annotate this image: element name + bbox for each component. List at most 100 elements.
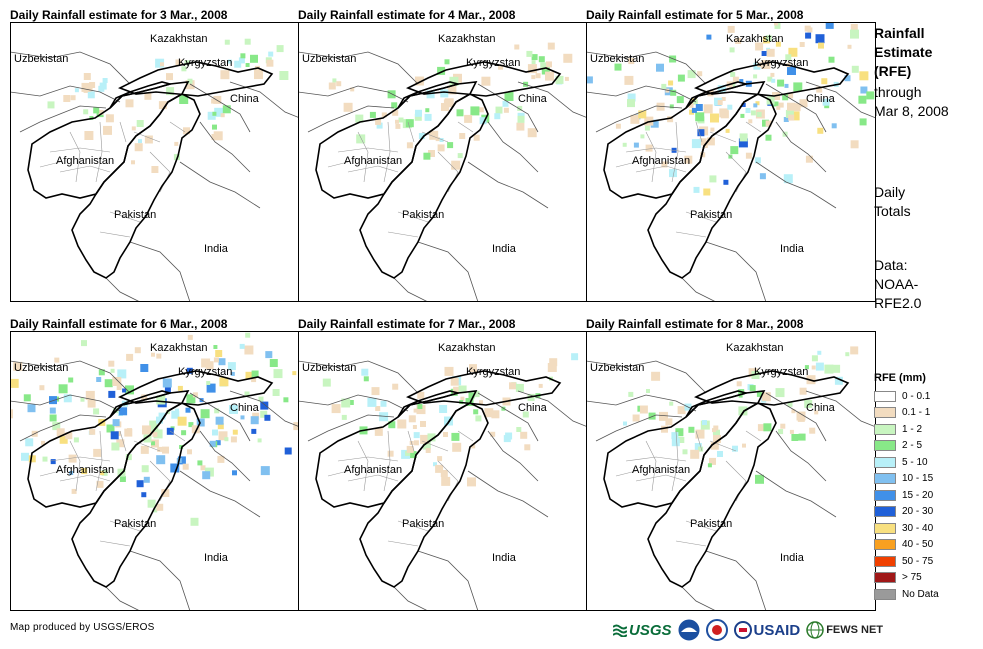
rain-cell (232, 470, 237, 476)
rain-cell (668, 80, 674, 86)
rainfall-map: Kazakhstan Uzbekistan Kyrgyzstan China Afgha… (10, 22, 300, 302)
label-afghanistan: Afghanistan (344, 464, 402, 476)
rain-cell (546, 61, 552, 68)
rain-cell (254, 70, 263, 80)
rain-cell (721, 97, 726, 101)
legend-label: 5 - 10 (902, 456, 928, 468)
rain-cell (71, 488, 77, 494)
rain-cell (645, 144, 653, 152)
legend-label: 50 - 75 (902, 555, 934, 567)
rain-cell (142, 425, 151, 435)
rain-cell (328, 82, 336, 90)
rain-cell (245, 332, 251, 338)
rain-cell (470, 106, 480, 116)
globe-icon (806, 621, 824, 639)
rain-cell (753, 62, 761, 70)
rain-cell (257, 438, 262, 443)
rain-cell (131, 126, 136, 131)
rain-cell (788, 47, 798, 57)
rain-cell (112, 377, 122, 386)
panel-mar-3: Daily Rainfall estimate for 3 Mar., 2008… (10, 8, 300, 308)
rain-cell (279, 71, 289, 80)
rain-cell (374, 427, 383, 436)
rain-cell (264, 414, 271, 421)
rain-cell (478, 107, 484, 113)
rain-cell (395, 119, 399, 124)
rain-cell (778, 429, 784, 435)
rain-cell (688, 426, 695, 433)
rain-cell (850, 24, 858, 31)
legend-label: 40 - 50 (902, 539, 934, 551)
province-border (635, 165, 687, 173)
rain-cell (503, 107, 509, 113)
rain-cell (788, 93, 794, 99)
rain-cell (217, 455, 225, 463)
rain-cell (710, 127, 715, 132)
rain-cell (628, 58, 635, 65)
rain-cell (799, 99, 808, 108)
rain-cell (183, 127, 190, 135)
rain-cell (49, 396, 57, 405)
country-border (19, 105, 107, 133)
rain-cell (799, 387, 807, 395)
legend-swatch (874, 390, 896, 402)
rain-cell (380, 400, 387, 407)
country-border (307, 105, 395, 133)
rain-cell (181, 66, 187, 72)
rain-cell (695, 429, 705, 439)
rain-cell (818, 42, 824, 49)
rain-cell (531, 60, 536, 65)
legend-item: 50 - 75 (874, 553, 939, 570)
label-pakistan: Pakistan (114, 209, 156, 221)
rain-cell (93, 408, 100, 415)
rain-cell (63, 394, 72, 403)
rain-cell (269, 359, 278, 367)
rain-cell (83, 109, 89, 115)
rain-cell (832, 364, 841, 373)
rain-cell (709, 175, 717, 183)
rain-cell (230, 371, 235, 376)
focus-country-outline (71, 93, 201, 279)
rain-cell (156, 503, 164, 511)
country-border (586, 360, 707, 394)
rain-cell (156, 395, 166, 405)
rain-cell (81, 340, 87, 347)
rain-cell (811, 355, 818, 362)
rain-cell (661, 161, 668, 168)
province-border (671, 430, 679, 492)
rain-cell (412, 425, 417, 429)
legend-label: 10 - 15 (902, 473, 934, 485)
rain-cell (416, 405, 426, 415)
rain-cell (417, 404, 423, 409)
rain-cell (441, 476, 451, 486)
rain-cell (736, 381, 742, 387)
rain-cell (453, 386, 461, 394)
rain-cell (789, 429, 794, 434)
panel-mar-6: Daily Rainfall estimate for 6 Mar., 2008… (10, 317, 300, 617)
legend-label: > 75 (902, 572, 922, 584)
rain-cell (39, 385, 45, 391)
legend-item: 10 - 15 (874, 471, 939, 488)
label-uzbekistan: Uzbekistan (14, 53, 68, 65)
rain-cell (108, 360, 115, 367)
map-canvas: Kazakhstan Uzbekistan Kyrgyzstan China Afgha… (298, 22, 588, 302)
rain-cell (515, 383, 524, 392)
country-border (10, 360, 131, 394)
rain-cell (644, 125, 650, 131)
rain-cell (350, 87, 355, 92)
rain-cell (538, 383, 543, 388)
rain-cell (444, 98, 454, 108)
focus-country-outline (406, 61, 562, 97)
rain-cell (450, 377, 459, 386)
rain-cell (69, 471, 74, 475)
rain-cell (149, 420, 158, 429)
rain-cell (268, 51, 274, 57)
legend-item: 0.1 - 1 (874, 405, 939, 422)
rain-cell (844, 75, 851, 82)
rain-cell (659, 411, 668, 421)
rain-cell (179, 445, 184, 449)
rain-cell (504, 92, 514, 101)
country-border (755, 470, 837, 518)
rain-cell (166, 73, 173, 81)
rain-cell (527, 64, 537, 74)
